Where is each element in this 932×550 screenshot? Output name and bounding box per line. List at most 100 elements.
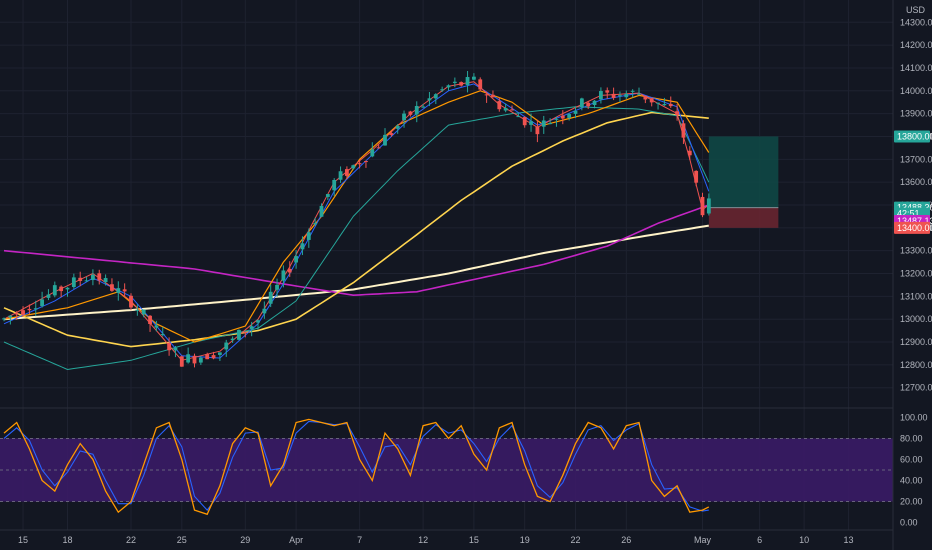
candle-body <box>694 170 699 183</box>
candle-body <box>503 108 508 111</box>
candle-body <box>160 334 165 336</box>
stochastic-panel <box>0 418 893 516</box>
candle-body <box>675 111 680 116</box>
candle-body <box>516 116 521 118</box>
candle-body <box>414 105 419 115</box>
price-tick-label: 13200.00 <box>900 269 932 279</box>
candle-body <box>338 171 343 180</box>
candle-body <box>344 169 349 176</box>
price-tick-label: 14300.00 <box>900 17 932 27</box>
stoch-tick-label: 0.00 <box>900 518 918 528</box>
candle-body <box>573 110 578 114</box>
stoch-tick-label: 60.00 <box>900 454 923 464</box>
candle-body <box>376 147 381 149</box>
candle-body <box>281 270 286 281</box>
price-tick-label: 13600.00 <box>900 177 932 187</box>
candle-body <box>135 309 140 311</box>
candle-body <box>510 109 514 111</box>
candle-body <box>141 309 146 315</box>
time-axis[interactable]: 15 18 22 25 29 Apr 7 12 15 19 22 26 May 6 10 13 <box>18 535 854 545</box>
candle-body <box>452 81 457 83</box>
price-badge-text: 42:51 <box>897 209 920 219</box>
stoch-tick-label: 40.00 <box>900 476 923 486</box>
candle-body <box>681 123 686 138</box>
candle-body <box>179 356 184 367</box>
price-tick-label: 13300.00 <box>900 246 932 256</box>
target-zone[interactable] <box>708 136 779 208</box>
stop-zone[interactable] <box>708 207 779 228</box>
candle-body <box>116 288 121 293</box>
candle-body <box>395 125 400 129</box>
candle-body <box>446 85 451 88</box>
ma-line <box>3 111 709 348</box>
position-zones[interactable] <box>708 136 779 228</box>
candle-body <box>618 95 622 97</box>
price-badge-text: 13800.00 <box>897 131 932 141</box>
stoch-tick-label: 100.00 <box>900 412 928 422</box>
candle-body <box>427 98 432 101</box>
candle-body <box>14 313 19 315</box>
candle-body <box>535 126 540 135</box>
time-tick-label: 26 <box>621 535 631 545</box>
candlesticks <box>2 70 711 368</box>
candle-body <box>630 90 635 92</box>
time-tick-label: 7 <box>357 535 362 545</box>
candle-body <box>90 274 95 281</box>
currency-label: USD <box>906 5 926 15</box>
price-tick-label: 14200.00 <box>900 40 932 50</box>
candle-body <box>370 149 375 157</box>
candle-body <box>554 118 559 120</box>
candle-body <box>560 115 565 119</box>
candle-body <box>465 77 470 86</box>
price-tick-label: 14100.00 <box>900 63 932 73</box>
candle-body <box>319 205 324 217</box>
price-badge-text: 13488.30 <box>897 203 932 213</box>
time-tick-label: 19 <box>520 535 530 545</box>
time-tick-label: May <box>694 535 712 545</box>
candle-body <box>65 287 70 290</box>
candle-body <box>656 102 660 104</box>
candle-body <box>110 284 114 291</box>
candle-body <box>440 89 445 91</box>
time-tick-label: 29 <box>240 535 250 545</box>
candle-body <box>687 150 692 156</box>
candle-body <box>649 98 654 103</box>
candle-body <box>21 310 25 315</box>
candle-body <box>522 117 527 126</box>
ma-line <box>3 106 710 370</box>
candle-body <box>471 76 476 80</box>
candle-body <box>325 194 330 197</box>
price-tick-label: 13700.00 <box>900 154 932 164</box>
candle-body <box>103 278 108 282</box>
candle-body <box>586 102 591 107</box>
candle-body <box>611 93 616 99</box>
candle-body <box>268 291 273 304</box>
candle-body <box>700 196 705 216</box>
candle-body <box>706 198 711 214</box>
stoch-tick-label: 80.00 <box>900 433 923 443</box>
candle-body <box>224 342 229 350</box>
moving-averages <box>3 81 710 370</box>
candle-body <box>192 355 197 364</box>
candle-body <box>643 95 648 100</box>
time-tick-label: 6 <box>757 535 762 545</box>
stoch-tick-label: 20.00 <box>900 497 923 507</box>
candle-body <box>52 285 57 296</box>
candle-body <box>605 90 610 93</box>
price-tick-label: 13100.00 <box>900 291 932 301</box>
candle-body <box>154 325 159 328</box>
time-tick-label: 13 <box>844 535 854 545</box>
stochastic-axis[interactable]: 100.00 80.00 60.00 40.00 20.00 0.00 <box>900 412 928 527</box>
candle-body <box>8 315 13 318</box>
candle-body <box>33 308 38 310</box>
price-tick-label: 12900.00 <box>900 337 932 347</box>
candle-body <box>198 357 203 363</box>
candle-body <box>173 347 178 351</box>
candle-body <box>78 277 83 281</box>
stoch-k-line <box>3 418 710 516</box>
candle-body <box>598 91 603 100</box>
candle-body <box>71 277 76 288</box>
candle-body <box>402 113 406 121</box>
candle-body <box>541 120 546 127</box>
